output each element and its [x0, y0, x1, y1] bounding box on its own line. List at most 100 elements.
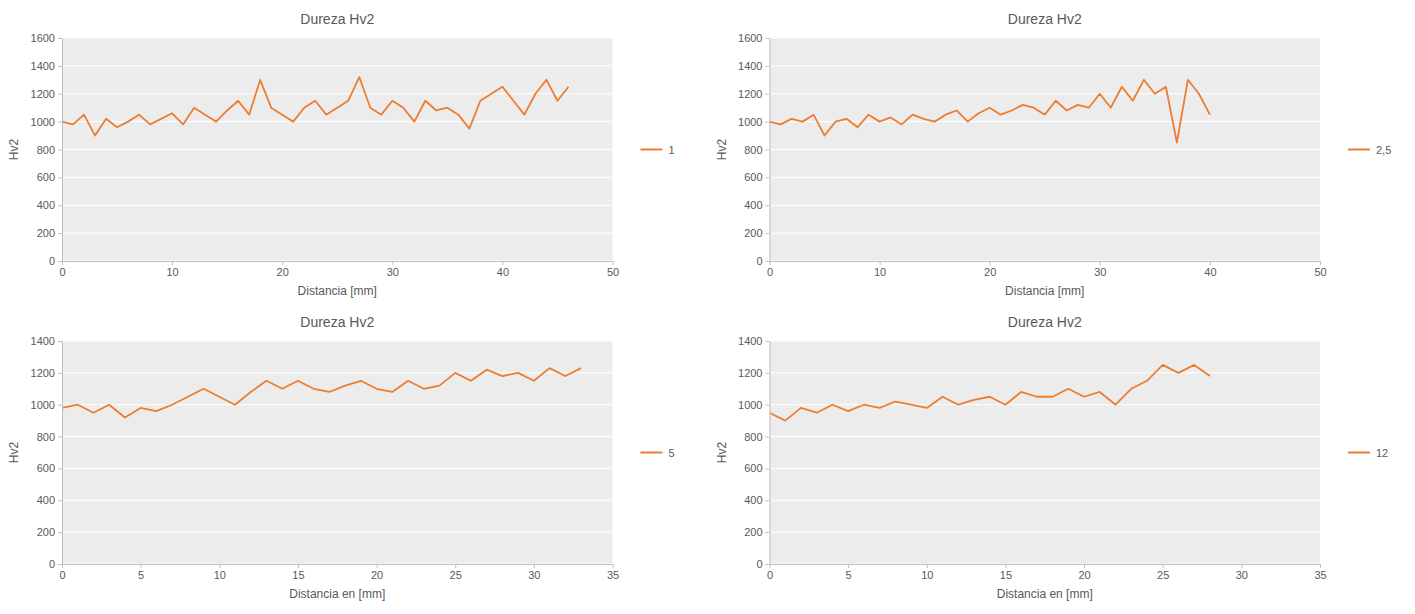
plot-background [62, 341, 613, 564]
axis-line [770, 261, 1321, 262]
tick-mark [766, 468, 770, 469]
panel: 0102030405002004006008001000120014001600… [715, 11, 1392, 298]
tick: 600 [37, 171, 62, 183]
grid-line [62, 372, 613, 373]
tick-label: 600 [37, 462, 55, 474]
tick-label: 10 [921, 569, 933, 581]
tick: 10 [214, 564, 226, 581]
axis-line [63, 261, 614, 262]
tick-label: 200 [37, 227, 55, 239]
tick-mark [766, 261, 770, 262]
grid-line [770, 468, 1321, 469]
tick-label: 0 [767, 569, 773, 581]
grid-line [770, 93, 1321, 94]
x-axis-title: Distancia en [mm] [997, 587, 1093, 601]
tick: 0 [49, 255, 62, 267]
tick-label: 400 [744, 199, 762, 211]
tick: 40 [497, 261, 509, 278]
tick-mark [219, 564, 220, 568]
tick-mark [1241, 564, 1242, 568]
tick-mark [766, 177, 770, 178]
tick-label: 1400 [738, 335, 762, 347]
tick: 5 [846, 564, 852, 581]
tick-label: 30 [1094, 266, 1106, 278]
legend-swatch [641, 452, 663, 454]
panel: 051015202530350200400600800100012001400D… [715, 314, 1389, 601]
tick-mark [766, 437, 770, 438]
tick: 1400 [738, 335, 769, 347]
tick: 0 [756, 255, 769, 267]
legend-swatch [641, 149, 663, 151]
axis-line [770, 39, 771, 262]
tick: 0 [767, 564, 773, 581]
tick-label: 10 [874, 266, 886, 278]
tick: 20 [371, 564, 383, 581]
tick: 30 [1094, 261, 1106, 278]
panel: 0102030405002004006008001000120014001600… [7, 11, 675, 298]
tick-mark [766, 205, 770, 206]
tick-mark [455, 564, 456, 568]
grid-line [62, 341, 613, 342]
tick: 30 [387, 261, 399, 278]
tick-label: 1400 [31, 60, 55, 72]
grid-line [62, 436, 613, 437]
tick: 35 [607, 564, 619, 581]
x-axis: 01020304050 [767, 261, 1327, 278]
legend: 12 [1348, 447, 1388, 459]
legend-swatch [1348, 149, 1370, 151]
series-line [770, 365, 1210, 421]
tick: 400 [37, 199, 62, 211]
series-line [62, 77, 568, 136]
tick-mark [1005, 564, 1006, 568]
tick: 1000 [31, 116, 62, 128]
tick: 1400 [738, 60, 769, 72]
tick: 35 [1314, 564, 1326, 581]
grid-line [770, 177, 1321, 178]
tick-label: 1400 [738, 60, 762, 72]
tick: 1000 [738, 116, 769, 128]
grid-line [770, 205, 1321, 206]
tick-mark [298, 564, 299, 568]
tick: 20 [984, 261, 996, 278]
tick-mark [1210, 261, 1211, 265]
plot-background [770, 341, 1321, 564]
tick: 1000 [738, 399, 769, 411]
tick-mark [766, 564, 770, 565]
x-axis-title: Distancia [mm] [1005, 284, 1084, 298]
tick-mark [58, 38, 62, 39]
tick: 1400 [31, 335, 62, 347]
tick: 200 [37, 227, 62, 239]
grid-line [62, 177, 613, 178]
tick: 25 [1157, 564, 1169, 581]
tick-mark [613, 261, 614, 265]
tick-label: 10 [214, 569, 226, 581]
tick: 0 [49, 558, 62, 570]
legend-label: 2,5 [1376, 144, 1391, 156]
tick-label: 5 [846, 569, 852, 581]
tick-label: 400 [37, 494, 55, 506]
tick-label: 10 [166, 266, 178, 278]
tick-mark [1100, 261, 1101, 265]
axis-line [62, 342, 63, 565]
x-axis: 05101520253035 [59, 564, 619, 581]
tick-mark [766, 66, 770, 67]
tick-label: 5 [138, 569, 144, 581]
grid-line [770, 65, 1321, 66]
grid-line [62, 468, 613, 469]
tick: 1200 [738, 367, 769, 379]
marks [62, 368, 581, 417]
y-axis-title: Hv2 [7, 139, 21, 161]
tick: 800 [744, 431, 769, 443]
tick-label: 1000 [738, 399, 762, 411]
chart-title: Dureza Hv2 [300, 11, 374, 27]
x-axis: 05101520253035 [767, 564, 1327, 581]
grid-line [62, 404, 613, 405]
tick-mark [62, 261, 63, 265]
tick: 30 [528, 564, 540, 581]
axis-line [62, 39, 63, 262]
tick-mark [766, 405, 770, 406]
grid-line [62, 564, 613, 565]
tick-label: 1000 [738, 116, 762, 128]
tick-label: 800 [744, 431, 762, 443]
tick: 600 [744, 462, 769, 474]
